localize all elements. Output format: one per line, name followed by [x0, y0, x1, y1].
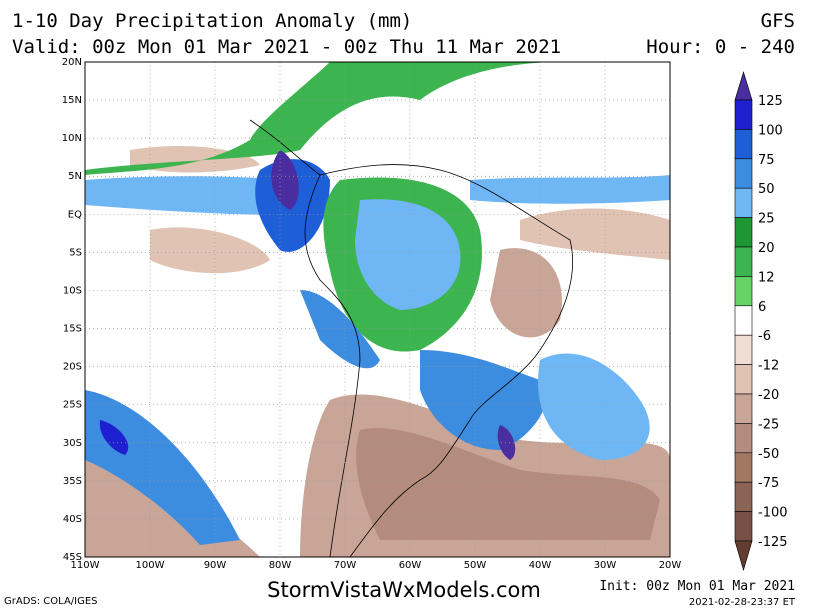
legend-label: -100	[758, 506, 788, 521]
lat-label: 10S	[63, 285, 82, 296]
hour-range: Hour: 0 - 240	[646, 36, 795, 58]
heavy-rain	[497, 425, 516, 460]
lat-label: 5N	[68, 171, 82, 182]
legend-label: -125	[758, 535, 788, 550]
lat-label: 45S	[63, 552, 82, 563]
lat-label: 15N	[62, 95, 82, 106]
model: GFS	[761, 10, 795, 32]
legend-swatch	[734, 129, 753, 160]
legend-label: -6	[758, 329, 771, 344]
lon-label: 50W	[464, 560, 487, 571]
legend-swatch	[734, 393, 753, 424]
legend-label: 100	[758, 123, 783, 138]
lat-label: 30S	[63, 438, 82, 449]
legend-swatch	[734, 246, 753, 277]
heavy-rain	[271, 150, 299, 210]
legend-label: 75	[758, 153, 775, 168]
legend-label: 12	[758, 270, 775, 285]
legend-swatch	[734, 276, 753, 307]
lat-label: 10N	[62, 133, 82, 144]
color-legend: 125 100 75 50 25 20 12 6 -6 -12 -20 -25 -50 -75 -100 -1…	[734, 70, 788, 572]
legend-swatch	[734, 187, 753, 218]
legend-label: -50	[758, 447, 779, 462]
lon-label: 70W	[334, 560, 357, 571]
lon-label: 90W	[204, 560, 227, 571]
lon-label: 60W	[399, 560, 422, 571]
lat-label: EQ	[68, 209, 82, 220]
init-time: Init: 00z Mon 01 Mar 2021	[599, 579, 795, 594]
legend-label: 125	[758, 94, 783, 109]
valid-time: Valid: 00z Mon 01 Mar 2021 - 00z Thu 11 …	[12, 36, 561, 58]
legend-swatch	[734, 334, 753, 365]
legend-swatch	[734, 217, 753, 248]
timestamp: 2021-02-28-23:37 ET	[689, 597, 796, 608]
lon-label: 40W	[529, 560, 552, 571]
wet-area	[300, 290, 380, 369]
legend-swatch	[734, 452, 753, 483]
lon-label: 100W	[136, 560, 165, 571]
wet-area	[85, 62, 560, 175]
dry-area	[150, 227, 270, 274]
wet-area	[355, 199, 461, 310]
legend-arrow-bottom	[734, 540, 753, 572]
legend-swatch	[734, 158, 753, 189]
dry-area	[356, 428, 660, 540]
lat-label: 40S	[63, 514, 82, 525]
legend-swatch	[734, 364, 753, 395]
wet-area	[538, 353, 650, 460]
dry-area	[490, 248, 562, 338]
map-frame	[84, 61, 671, 558]
legend-arrow-top	[734, 70, 753, 101]
heavy-rain	[99, 420, 129, 455]
dry-area	[520, 208, 670, 260]
lat-label: 20S	[63, 362, 82, 373]
lon-label: 30W	[594, 560, 617, 571]
wet-area	[470, 175, 670, 204]
lat-label: 35S	[63, 476, 82, 487]
title: 1-10 Day Precipitation Anomaly (mm)	[12, 10, 412, 32]
legend-label: -20	[758, 388, 779, 403]
legend-swatch	[734, 305, 753, 336]
legend-label: -12	[758, 359, 779, 374]
lat-label: 20N	[62, 57, 82, 68]
anomaly-field	[85, 62, 670, 557]
lon-label: 20W	[659, 560, 682, 571]
graticule: 20N15N10N5NEQ5S10S15S20S25S30S35S40S45S1…	[62, 57, 682, 571]
wet-area	[85, 176, 290, 215]
lat-label: 5S	[69, 247, 82, 258]
legend-swatch	[734, 481, 753, 512]
lon-label: 110W	[71, 560, 100, 571]
lon-label: 80W	[269, 560, 292, 571]
legend-swatch	[734, 423, 753, 454]
legend-label: 6	[758, 300, 766, 315]
legend-swatch	[734, 511, 753, 542]
credit: GrADS: COLA/IGES	[4, 596, 98, 607]
coastline	[249, 119, 574, 557]
site-name: StormVistaWxModels.com	[267, 578, 541, 602]
legend-label: -25	[758, 417, 779, 432]
legend-label: -75	[758, 476, 779, 491]
lat-label: 25S	[63, 400, 82, 411]
wet-area	[85, 390, 240, 545]
lat-label: 15S	[63, 324, 82, 335]
wet-area	[420, 350, 547, 450]
legend-swatch	[734, 99, 753, 130]
legend-label: 25	[758, 212, 775, 227]
legend-label: 50	[758, 182, 775, 197]
legend-label: 20	[758, 241, 775, 256]
